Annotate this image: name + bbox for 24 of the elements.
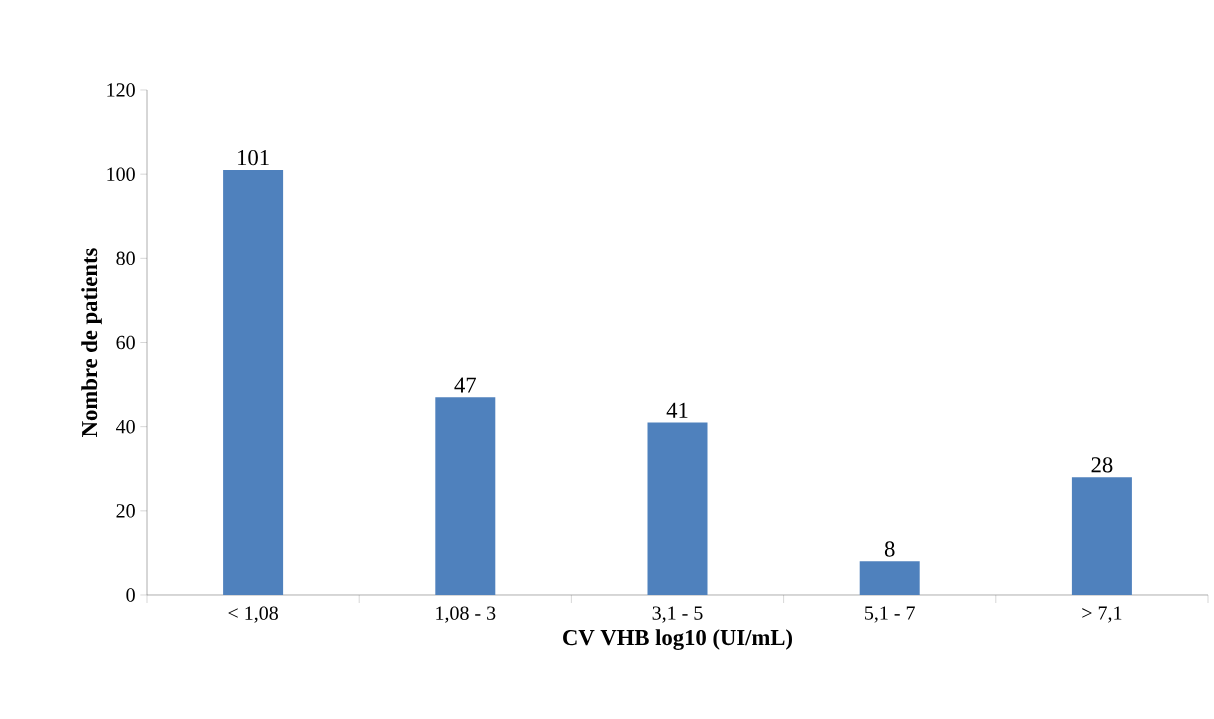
y-tick-label: 80 bbox=[116, 251, 135, 266]
bar bbox=[1071, 477, 1132, 595]
x-tick-label: 3,1 - 5 bbox=[652, 606, 703, 623]
y-tick-label: 120 bbox=[107, 83, 135, 97]
y-tick-label: 60 bbox=[116, 335, 135, 350]
x-axis-title: CV VHB log10 (UI/mL) bbox=[563, 629, 792, 650]
x-tick-label: 5,1 - 7 bbox=[865, 606, 915, 623]
bar bbox=[223, 169, 284, 595]
bar bbox=[435, 397, 496, 595]
y-tick-label: 20 bbox=[116, 504, 135, 518]
bar bbox=[647, 422, 708, 595]
y-axis-title: Nombre de patients bbox=[81, 248, 102, 437]
x-tick-label: 1,08 - 3 bbox=[436, 606, 496, 623]
y-tick-label: 100 bbox=[107, 167, 135, 181]
x-tick-label: < 1,08 bbox=[228, 606, 278, 623]
data-label: 41 bbox=[666, 402, 688, 418]
bar bbox=[859, 561, 920, 595]
data-label: 28 bbox=[1091, 457, 1113, 473]
x-tick-label: > 7,1 bbox=[1082, 606, 1122, 623]
data-label: 101 bbox=[238, 149, 269, 166]
data-label: 47 bbox=[454, 377, 476, 393]
y-tick-label: 0 bbox=[126, 588, 135, 602]
y-tick-label: 40 bbox=[116, 419, 135, 434]
data-label: 8 bbox=[884, 541, 895, 557]
